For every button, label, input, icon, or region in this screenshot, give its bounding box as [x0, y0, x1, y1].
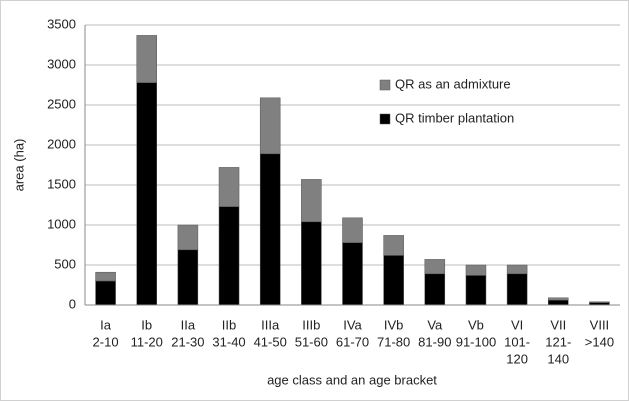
x-tick-label: 11-20	[131, 334, 163, 349]
legend-swatch	[379, 79, 391, 91]
x-tick-label: 81-90	[418, 334, 451, 349]
bar-segment	[259, 153, 281, 306]
bar-segment	[95, 280, 116, 306]
legend-label: QR timber plantation	[395, 110, 514, 125]
legend-label: QR as an admixture	[395, 76, 511, 91]
x-tick-label: 101-	[504, 334, 530, 349]
y-tick-label: 1500	[47, 176, 76, 191]
x-tick-label: IVa	[343, 317, 362, 332]
x-tick-label: 120	[506, 351, 528, 366]
x-tick-label: Ia	[100, 317, 112, 332]
x-tick-label: VIII	[590, 317, 610, 332]
x-tick-label: 51-60	[295, 334, 328, 349]
bar-segment	[177, 224, 199, 251]
x-tick-label: Ib	[141, 317, 152, 332]
bar-segment	[465, 275, 487, 306]
bar-segment	[424, 259, 446, 275]
bar-segment	[548, 299, 569, 306]
bar-segment	[301, 221, 322, 306]
legend-swatch	[379, 113, 391, 125]
x-tick-label: IVb	[384, 317, 404, 332]
x-tick-label: IIb	[222, 317, 236, 332]
bar-segment	[177, 249, 199, 306]
bar-segment	[589, 301, 610, 303]
bar-segment	[424, 273, 446, 306]
x-tick-label: 71-80	[377, 334, 410, 349]
bar-segment	[342, 217, 363, 243]
x-tick-label: Vb	[468, 317, 484, 332]
bar-segment	[342, 242, 363, 306]
y-tick-label: 3000	[47, 56, 76, 71]
bar-segment	[218, 167, 240, 207]
x-tick-label: 2-10	[93, 334, 119, 349]
x-tick-label: IIa	[181, 317, 196, 332]
x-tick-label: 31-40	[212, 334, 245, 349]
bar-segment	[301, 179, 322, 223]
y-tick-label: 2500	[47, 96, 76, 111]
bar-segment	[95, 271, 116, 282]
y-axis-title: area (ha)	[11, 139, 26, 192]
bar-segment	[383, 255, 404, 306]
x-tick-label: 121-	[545, 334, 571, 349]
x-axis-title: age class and an age bracket	[267, 372, 437, 387]
y-tick-label: 500	[54, 256, 76, 271]
y-tick-label: 1000	[47, 216, 76, 231]
bar-segment	[218, 206, 240, 306]
x-tick-label: IIIa	[261, 317, 280, 332]
bar-segment	[506, 273, 528, 306]
x-tick-label: 91-100	[456, 334, 496, 349]
x-tick-label: VII	[550, 317, 566, 332]
x-tick-label: 41-50	[254, 334, 287, 349]
bar-segment	[465, 264, 487, 276]
x-tick-label: >140	[585, 334, 614, 349]
y-tick-label: 3500	[47, 16, 76, 31]
x-tick-label: 61-70	[336, 334, 369, 349]
bar-segment	[506, 264, 528, 275]
bar-segment	[259, 97, 281, 155]
y-tick-label: 0	[69, 296, 76, 311]
bar-segment	[136, 82, 157, 306]
x-tick-label: Va	[427, 317, 443, 332]
y-tick-label: 2000	[47, 136, 76, 151]
bar-segment	[136, 35, 157, 83]
x-tick-label: 21-30	[171, 334, 204, 349]
bar-segment	[383, 235, 404, 256]
x-tick-label: IIIb	[302, 317, 320, 332]
x-tick-label: 140	[547, 351, 569, 366]
x-tick-label: VI	[511, 317, 523, 332]
bar-segment	[548, 297, 569, 301]
